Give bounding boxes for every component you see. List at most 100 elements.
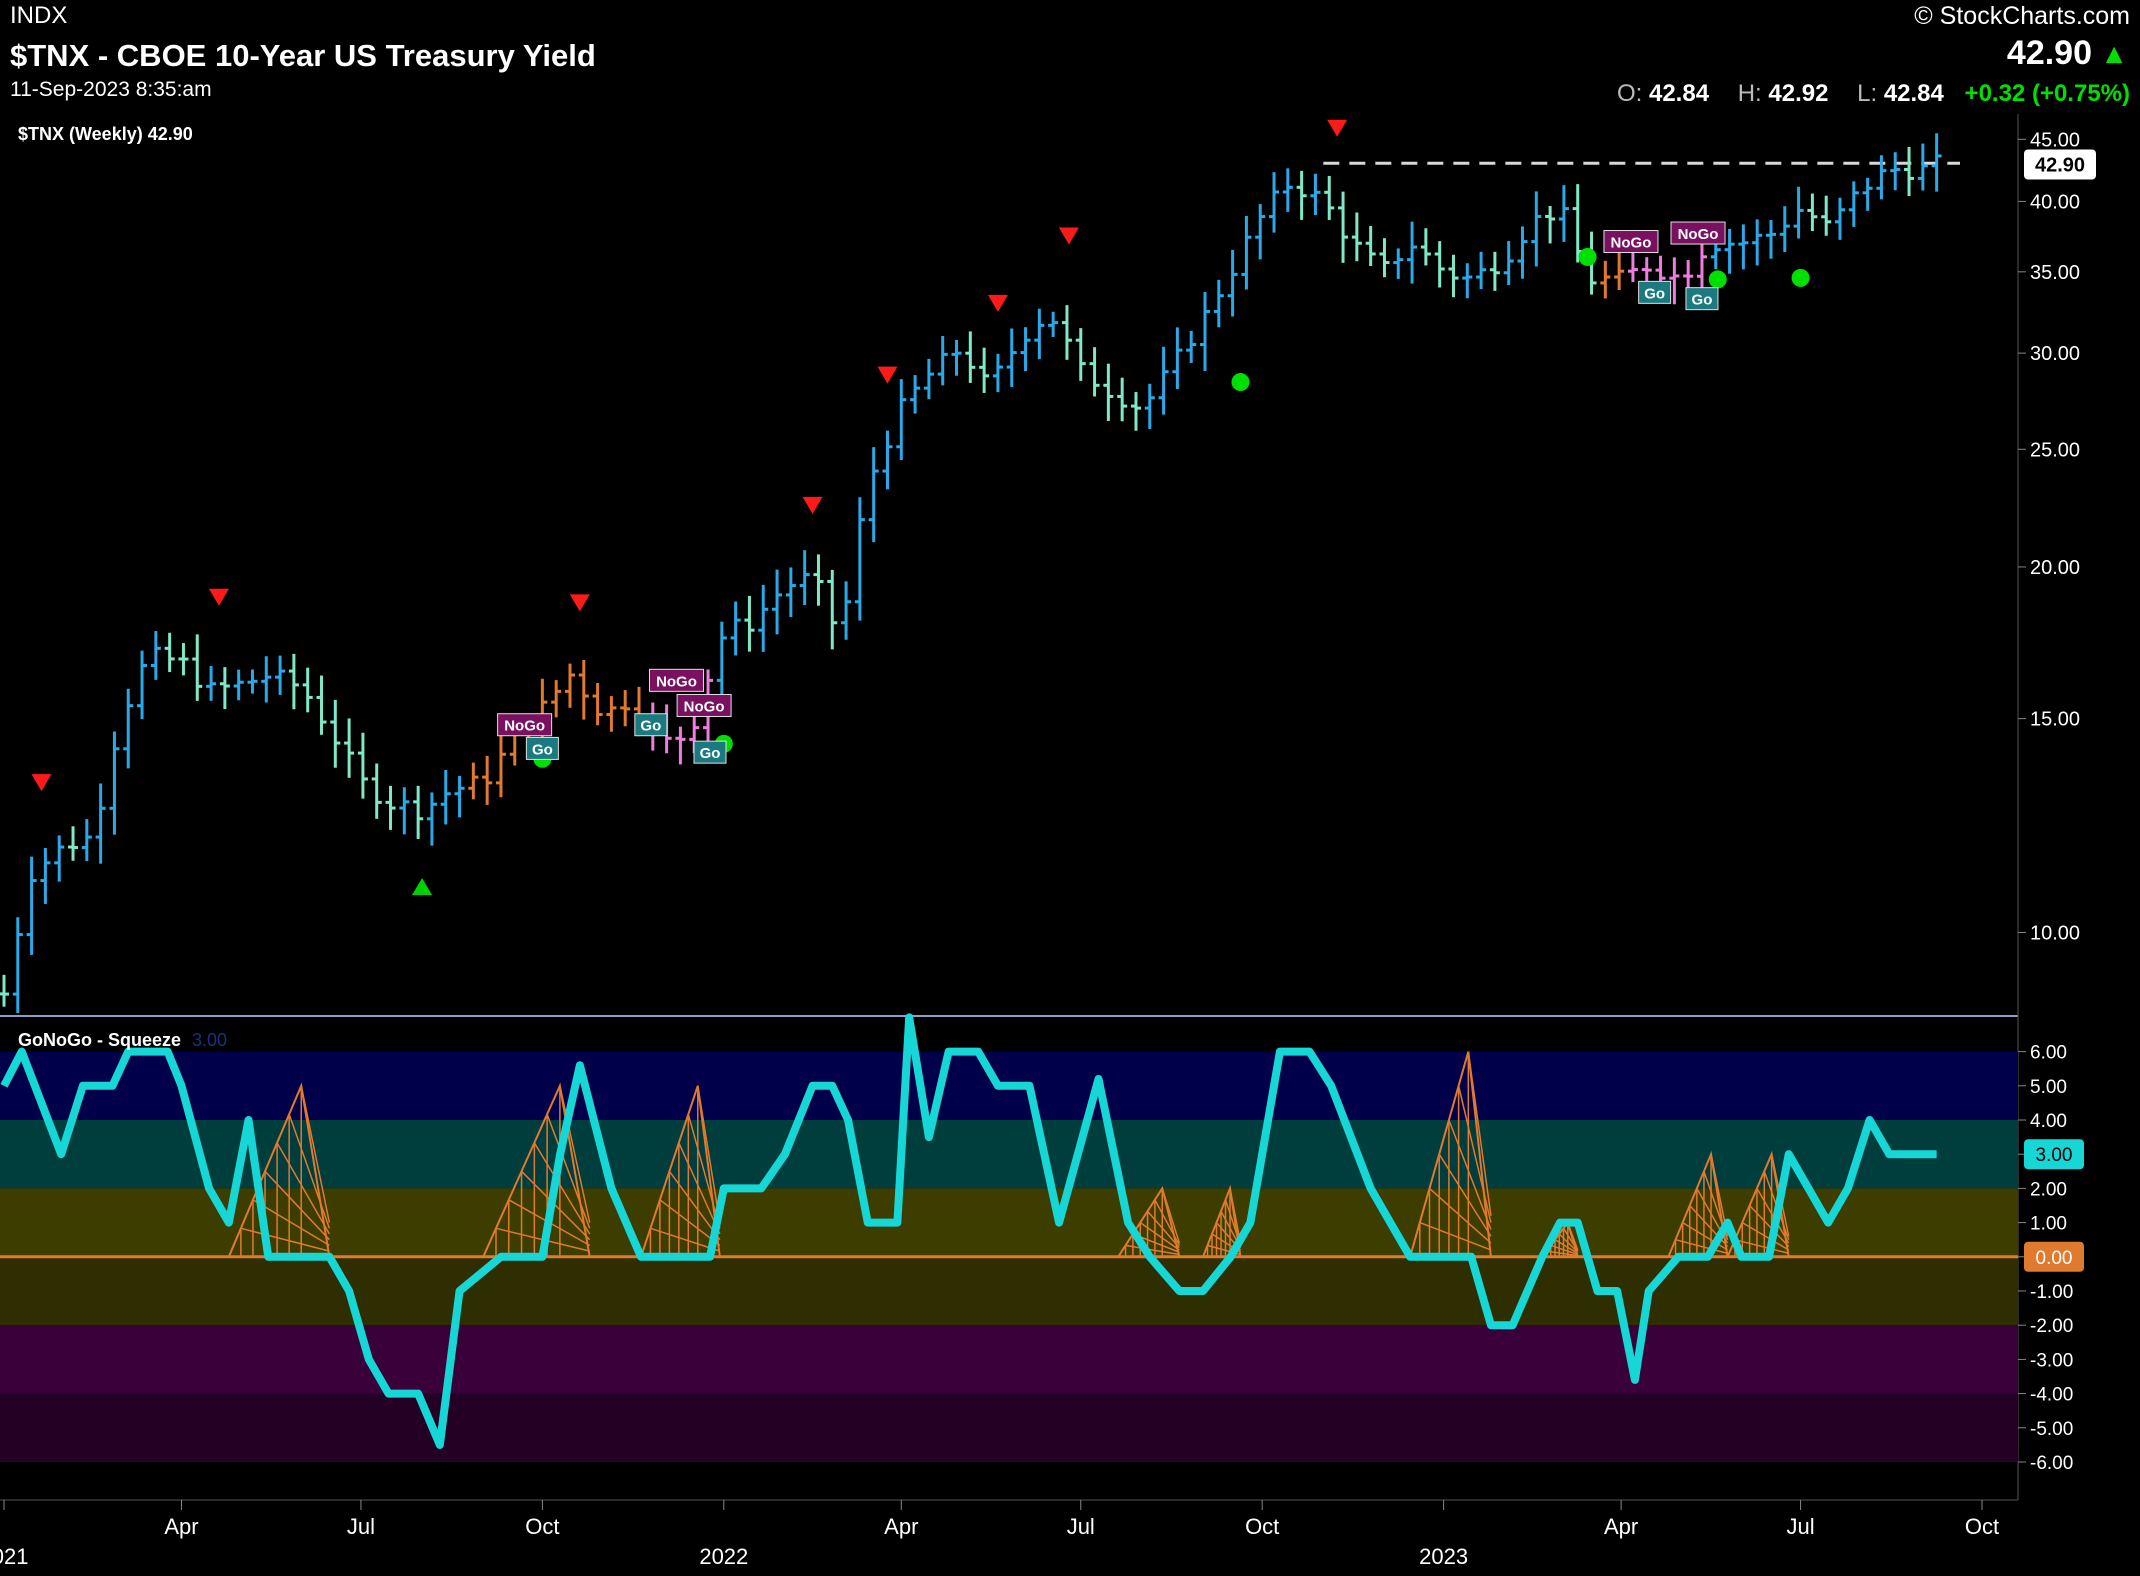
ohlc-bar (1338, 191, 1349, 263)
ohlc-bar (1835, 197, 1846, 240)
x-axis-tick-label: Oct (1965, 1514, 1999, 1539)
up-arrow-marker (412, 878, 433, 896)
ohlc-bar (1696, 244, 1707, 293)
ohlc-bar (937, 335, 948, 386)
ohlc-bar (675, 726, 686, 765)
ohlc-bar (95, 783, 106, 864)
ohlc-bar (758, 584, 769, 652)
go-label: Go (1638, 280, 1672, 304)
last-price: 42.90 (2006, 34, 2092, 72)
ohlc-bar (1765, 220, 1776, 259)
ohlc-bar (109, 731, 120, 835)
ohlc-bar (1393, 248, 1404, 279)
change-value: +0.32 (+0.75%) (1964, 80, 2130, 107)
label-box (1685, 287, 1719, 311)
go-dot-marker (1708, 270, 1727, 289)
ohlc-bar (1448, 254, 1459, 298)
low-label: L: (1857, 80, 1878, 107)
price-y-tick-label: 45.00 (2030, 129, 2080, 151)
ohlc-bar (1227, 249, 1238, 317)
go-dot-marker (1578, 247, 1597, 266)
ohlc-bar (302, 667, 313, 713)
ohlc-bar (1489, 251, 1500, 291)
ohlc-bar (316, 675, 327, 735)
ohlc-bar (813, 554, 824, 606)
x-axis-tick-label: Jul (1067, 1514, 1095, 1539)
label-box (1670, 221, 1726, 245)
ohlc-bar (1269, 172, 1280, 233)
ohlc-bar (1876, 155, 1887, 200)
squeeze-grid (227, 1082, 331, 1258)
squeeze-y-tick-label: 1.00 (2030, 1214, 2067, 1235)
ohlc-bar (1282, 168, 1293, 212)
open-label: O: (1616, 80, 1643, 107)
label-box (1603, 230, 1659, 254)
ohlc-bar (371, 763, 382, 819)
ohlc-bar (288, 653, 299, 710)
go-dot-marker (1231, 373, 1250, 392)
ohlc-bar (716, 621, 727, 700)
ohlc-bar (0, 974, 9, 1007)
ohlc-bar (868, 447, 879, 543)
x-axis-tick-label: 2021 (0, 1544, 28, 1569)
ohlc-bar (219, 667, 230, 710)
nogo-label: NoGo (497, 713, 553, 737)
squeeze-last-tag (2024, 1139, 2084, 1170)
ohlc-bar (1669, 257, 1680, 305)
x-axis-tick-label: Oct (1245, 1514, 1279, 1539)
ohlc-bar (1186, 330, 1197, 363)
ohlc-bar (1862, 177, 1873, 211)
squeeze-last-tag-text: 3.00 (2036, 1145, 2073, 1166)
ohlc-bar (1614, 251, 1625, 290)
squeeze-grid-rung (1675, 1238, 1728, 1255)
squeeze-ghost-value: 3.00 (192, 1030, 228, 1050)
x-axis-tick-label: Apr (164, 1514, 198, 1539)
label-text: NoGo (1611, 235, 1652, 252)
go-label: Go (693, 740, 727, 764)
ohlc-bar (413, 785, 424, 839)
ohlc-bar (330, 699, 341, 768)
price-panel-label: $TNX (Weekly) 42.90 (18, 124, 193, 144)
squeeze-grid-rung (678, 1142, 721, 1235)
squeeze-panel-label: GoNoGo - Squeeze 3.00 (18, 1030, 227, 1051)
ohlc-bar (178, 643, 189, 676)
squeeze-y-tick-label: 5.00 (2030, 1077, 2067, 1098)
ohlc-bar (1089, 347, 1100, 397)
ohlc-bar (1600, 260, 1611, 299)
ohlc-bar (1503, 241, 1514, 286)
stockcharts-logo[interactable]: © StockCharts.com (1914, 2, 2130, 30)
ohlc-bar (1310, 173, 1321, 215)
squeeze-y-tick-label: 2.00 (2030, 1179, 2067, 1200)
ohlc-bar (12, 917, 23, 1013)
ohlc-bar (1683, 260, 1694, 289)
ohlc-bar (1351, 212, 1362, 262)
ohlc-bar (882, 430, 893, 490)
ohlc-bar (192, 634, 203, 701)
squeeze-y-tick-label: -3.00 (2030, 1350, 2073, 1371)
ohlc-bar (1158, 346, 1169, 415)
ohlc-bar (730, 601, 741, 656)
squeeze-grid-rung (288, 1114, 331, 1229)
ohlc-bar (799, 550, 810, 606)
label-text: NoGo (656, 673, 697, 690)
ohlc-bar (551, 680, 562, 718)
ohlc-bar (1407, 221, 1418, 284)
x-axis-tick-label: 2023 (1419, 1544, 1468, 1569)
squeeze-grid (1202, 1184, 1242, 1258)
ohlc-bar (385, 785, 396, 830)
ohlc-bar (1075, 328, 1086, 381)
ohlc-bar (979, 347, 990, 393)
ohlc-bar (1061, 305, 1072, 360)
label-text: NoGo (684, 698, 725, 715)
label-text: Go (1644, 285, 1665, 302)
ohlc-bar (1420, 228, 1431, 266)
down-arrow-marker (1327, 119, 1348, 137)
squeeze-band (0, 1325, 2018, 1394)
ohlc-bar (896, 379, 907, 460)
price-y-tick-label: 30.00 (2030, 343, 2080, 365)
high-label: H: (1737, 80, 1762, 107)
down-arrow-marker (877, 366, 898, 384)
ohlc-bar (1365, 225, 1376, 267)
last-price-tag (2024, 149, 2096, 180)
